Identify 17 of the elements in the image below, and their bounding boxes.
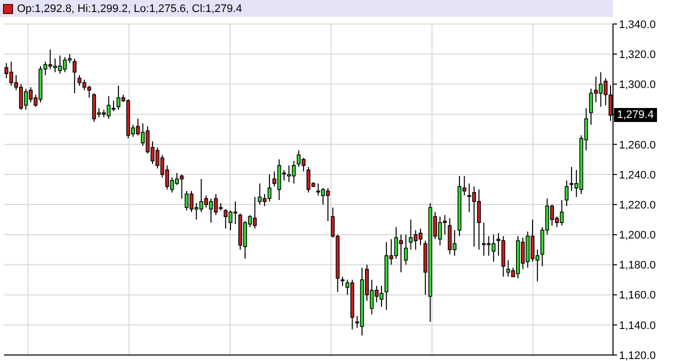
- candlestick: [404, 234, 408, 266]
- y-tick-label: 1,180.0: [619, 260, 656, 272]
- y-tick-label: 1,120.0: [619, 350, 656, 361]
- y-tick-label: 1,260.0: [619, 139, 656, 152]
- y-tick-label: 1,340.0: [619, 18, 656, 31]
- candlestick: [72, 58, 76, 94]
- y-tick-label: 1,200.0: [619, 230, 656, 242]
- candlestick: [564, 180, 569, 207]
- y-tick-label: 1,320.0: [619, 48, 656, 61]
- y-tick-label: 1,160.0: [619, 290, 656, 302]
- annotation: 1,279.4: [614, 108, 657, 122]
- candlestick: [340, 276, 344, 286]
- y-tick-label: 1,240.0: [619, 169, 656, 182]
- y-tick-label: 1,300.0: [619, 79, 656, 92]
- y-tick-label: 1,140.0: [619, 320, 656, 332]
- text: Op:1,292.8, Hi:1,299.2, Lo:1,275.6, Cl:1,279.4: [17, 2, 242, 14]
- y-tick-label: 1,220.0: [619, 199, 656, 212]
